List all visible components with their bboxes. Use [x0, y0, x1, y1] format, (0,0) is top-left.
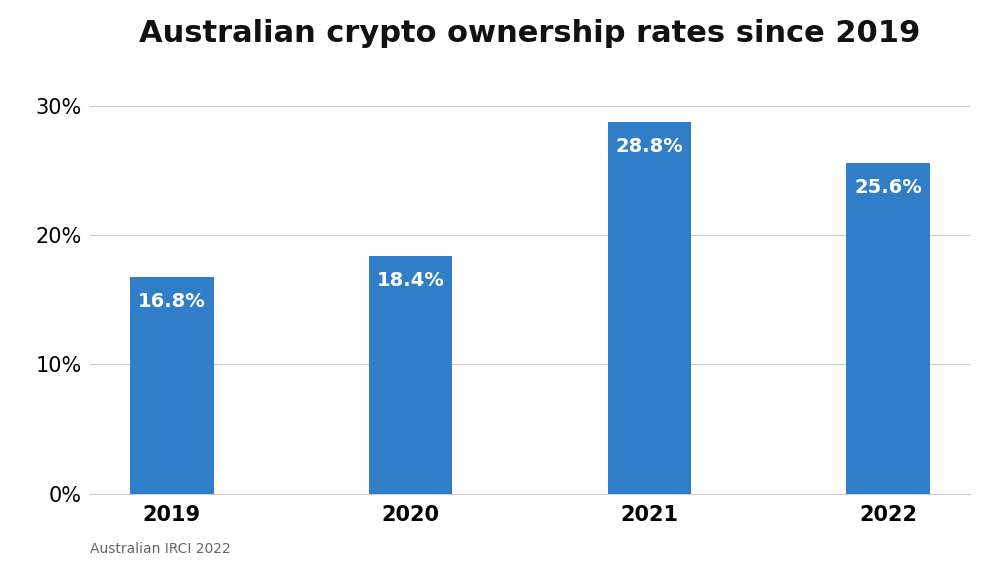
Text: 18.4%: 18.4% — [377, 272, 444, 291]
Text: 25.6%: 25.6% — [854, 178, 922, 197]
Text: 28.8%: 28.8% — [616, 137, 683, 156]
Text: Australian IRCI 2022: Australian IRCI 2022 — [90, 541, 231, 555]
Bar — [608, 122, 691, 494]
Text: 16.8%: 16.8% — [138, 292, 206, 311]
Bar — [130, 277, 214, 494]
Title: Australian crypto ownership rates since 2019: Australian crypto ownership rates since … — [139, 19, 921, 48]
Bar — [369, 256, 452, 494]
Bar — [846, 163, 930, 494]
